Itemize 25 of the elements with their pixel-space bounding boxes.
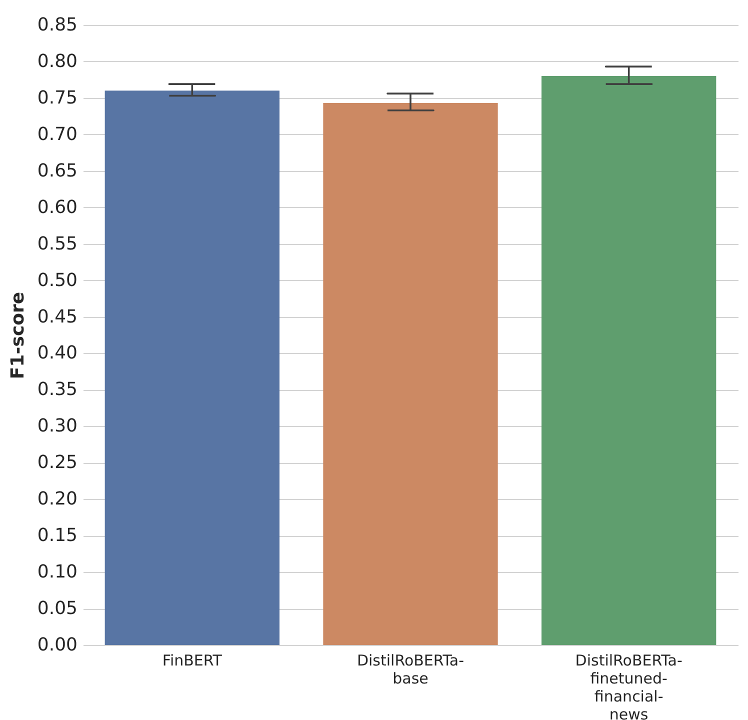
x-tick-label: DistilRoBERTa-finetuned-financial-news <box>575 652 682 720</box>
bar <box>542 76 716 645</box>
y-tick-label: 0.75 <box>37 87 78 108</box>
y-tick-label: 0.65 <box>37 160 78 182</box>
y-tick-label: 0.15 <box>37 525 78 546</box>
y-axis-title: F1-score <box>7 292 28 380</box>
y-tick-label: 0.60 <box>37 196 78 218</box>
x-tick-label: FinBERT <box>162 652 223 670</box>
bar <box>323 103 498 645</box>
y-tick-label: 0.10 <box>37 562 78 583</box>
y-tick-label: 0.30 <box>37 416 78 437</box>
x-tick-label: DistilRoBERTa-base <box>356 652 464 688</box>
y-tick-label: 0.40 <box>37 342 78 364</box>
y-tick-label: 0.80 <box>37 50 78 72</box>
y-tick-label: 0.00 <box>37 634 78 656</box>
y-tick-label: 0.85 <box>37 14 78 36</box>
y-tick-label: 0.70 <box>37 124 78 145</box>
y-tick-label: 0.35 <box>37 379 78 400</box>
y-tick-label: 0.05 <box>37 598 78 620</box>
y-tick-label: 0.20 <box>37 488 78 510</box>
y-tick-label: 0.25 <box>37 452 78 474</box>
y-tick-label: 0.50 <box>37 270 78 291</box>
y-tick-label: 0.55 <box>37 233 78 254</box>
y-tick-label: 0.45 <box>37 306 78 328</box>
bar <box>104 90 280 645</box>
